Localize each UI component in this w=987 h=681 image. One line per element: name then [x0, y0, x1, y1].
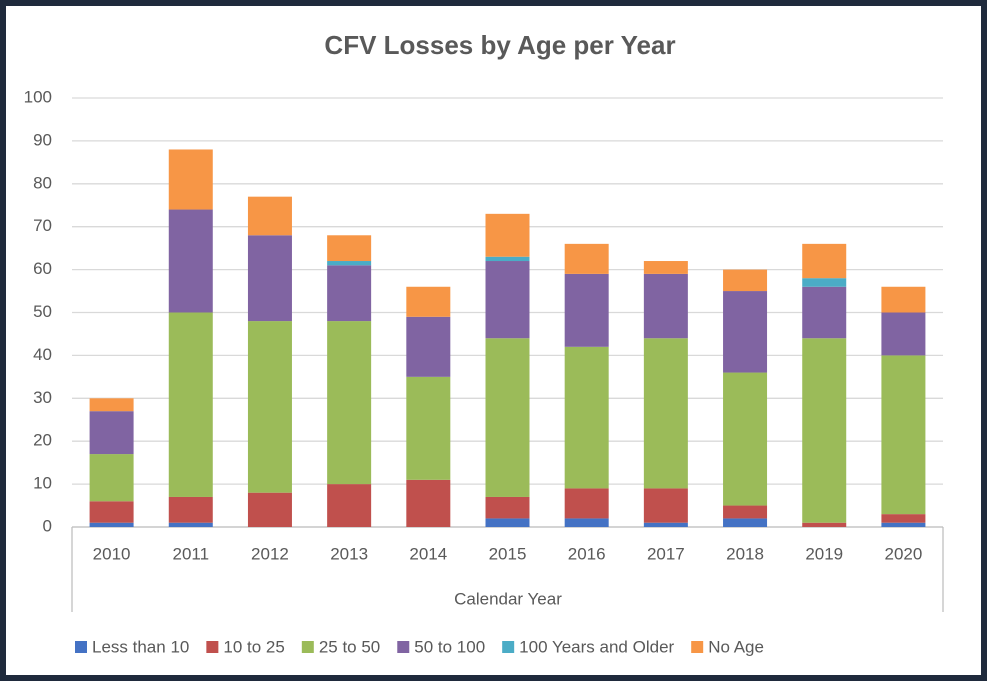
- legend-label: 25 to 50: [319, 637, 380, 656]
- x-tick-label: 2019: [805, 544, 843, 563]
- bar-segment: [643, 261, 688, 274]
- bar-segment: [881, 355, 926, 515]
- bar-segment: [406, 479, 451, 527]
- bar-segment: [723, 505, 768, 519]
- y-tick-label: 40: [33, 345, 52, 364]
- bar-segment: [564, 243, 609, 274]
- bar-segment: [485, 496, 530, 519]
- bar-segment: [89, 522, 134, 527]
- bar-segment: [881, 286, 926, 313]
- legend-label: Less than 10: [92, 637, 189, 656]
- x-tick-label: 2015: [489, 544, 527, 563]
- bar-segment: [881, 312, 926, 356]
- chart-title: CFV Losses by Age per Year: [324, 30, 675, 60]
- x-tick-label: 2012: [251, 544, 289, 563]
- bar-segment: [247, 196, 292, 236]
- x-tick-label: 2011: [172, 544, 209, 563]
- x-tick-label: 2016: [568, 544, 606, 563]
- bar-segment: [643, 273, 688, 339]
- bar-segment: [564, 346, 609, 489]
- bar-segment: [723, 518, 768, 527]
- bar-segment: [168, 149, 213, 210]
- x-tick-label: 2014: [409, 544, 447, 563]
- legend-label: 50 to 100: [414, 637, 485, 656]
- x-tick-label: 2018: [726, 544, 764, 563]
- bar-segment: [802, 338, 847, 523]
- bar-segment: [485, 256, 530, 262]
- bar-segment: [168, 209, 213, 313]
- bar-segment: [802, 243, 847, 279]
- bar-segment: [327, 321, 372, 485]
- y-tick-label: 30: [33, 388, 52, 407]
- bar-segment: [723, 372, 768, 506]
- bar-segment: [327, 484, 372, 527]
- bar-segment: [881, 522, 926, 527]
- bar-segment: [89, 398, 134, 412]
- bar-segment: [564, 273, 609, 347]
- bar-segment: [247, 321, 292, 493]
- bar-segment: [643, 488, 688, 523]
- bar-segment: [247, 492, 292, 527]
- legend-swatch: [691, 641, 704, 653]
- bar-segment: [168, 496, 213, 523]
- bar-segment: [723, 269, 768, 292]
- bar-segment: [564, 518, 609, 527]
- bar-segment: [485, 518, 530, 527]
- legend-swatch: [206, 641, 219, 653]
- bar-segment: [564, 488, 609, 519]
- x-axis-title: Calendar Year: [454, 589, 562, 608]
- bar-segment: [802, 278, 847, 287]
- bar-segment: [327, 261, 372, 266]
- bar-segment: [89, 454, 134, 502]
- y-tick-label: 10: [33, 474, 52, 493]
- bar-segment: [247, 235, 292, 322]
- bar-segment: [802, 522, 847, 527]
- bar-segment: [327, 235, 372, 262]
- legend-swatch: [75, 641, 87, 653]
- y-tick-label: 90: [33, 130, 52, 149]
- bar-segment: [89, 501, 134, 523]
- y-tick-label: 100: [24, 87, 52, 106]
- bar-segment: [485, 338, 530, 497]
- bar-segment: [89, 411, 134, 455]
- bar-segment: [406, 286, 451, 317]
- y-tick-label: 50: [33, 302, 52, 321]
- bar-segment: [485, 261, 530, 339]
- legend-swatch: [397, 641, 410, 653]
- bar-segment: [881, 514, 926, 523]
- y-tick-label: 80: [33, 173, 52, 192]
- bar-segment: [406, 316, 451, 377]
- y-tick-label: 0: [43, 516, 52, 535]
- bar-segment: [327, 265, 372, 322]
- x-tick-label: 2010: [93, 544, 131, 563]
- bar-segment: [168, 522, 213, 527]
- bar-segment: [168, 312, 213, 497]
- bar-segment: [643, 338, 688, 489]
- y-tick-label: 60: [33, 259, 52, 278]
- legend-swatch: [502, 641, 515, 653]
- legend-swatch: [301, 641, 314, 653]
- legend-label: No Age: [708, 637, 764, 656]
- x-tick-label: 2013: [330, 544, 368, 563]
- legend-label: 100 Years and Older: [519, 637, 674, 656]
- y-tick-label: 70: [33, 216, 52, 235]
- y-tick-label: 20: [33, 431, 52, 450]
- bar-segment: [643, 522, 688, 527]
- x-tick-label: 2017: [647, 544, 685, 563]
- bar-segment: [723, 291, 768, 373]
- bar-segment: [802, 286, 847, 339]
- x-tick-label: 2020: [884, 544, 922, 563]
- bar-segment: [406, 376, 451, 480]
- bar-segment: [485, 213, 530, 257]
- legend-label: 10 to 25: [223, 637, 284, 656]
